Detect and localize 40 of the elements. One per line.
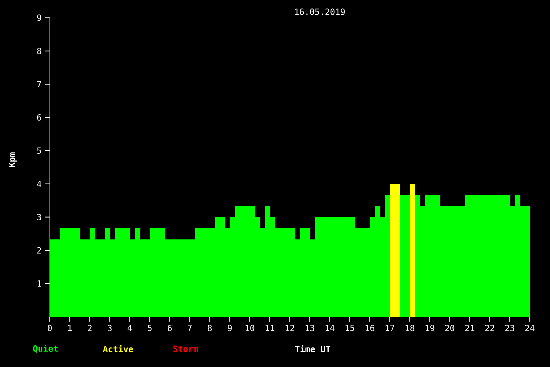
y-axis-title: Kpm bbox=[9, 152, 17, 168]
x-tick-label: 16 bbox=[366, 325, 375, 332]
y-tick-label: 2 bbox=[37, 247, 42, 254]
x-axis-title: Time UT bbox=[295, 345, 331, 353]
y-tick-label: 3 bbox=[37, 214, 42, 221]
text: Quiet bbox=[33, 344, 58, 354]
y-tick-label: 7 bbox=[37, 81, 42, 88]
y-tick-label: 1 bbox=[38, 280, 42, 287]
x-tick-label: 18 bbox=[406, 325, 415, 332]
x-tick-label: 10 bbox=[246, 325, 255, 332]
x-tick-label: 22 bbox=[486, 325, 494, 332]
x-tick-label: 4 bbox=[128, 325, 132, 332]
y-tick-label: 6 bbox=[37, 114, 42, 121]
y-tick-label: 8 bbox=[37, 48, 42, 54]
x-tick-label: 9 bbox=[228, 325, 232, 332]
x-tick-label: 7 bbox=[188, 325, 192, 332]
y-tick-label: 5 bbox=[37, 148, 42, 154]
x-tick-label: 2 bbox=[88, 325, 92, 332]
x-tick-label: 11 bbox=[266, 325, 275, 332]
x-tick-label: 3 bbox=[108, 325, 112, 332]
x-tick-label: 24 bbox=[526, 325, 535, 332]
x-tick-label: 8 bbox=[208, 325, 212, 332]
x-tick-label: 5 bbox=[148, 325, 152, 332]
x-tick-label: 12 bbox=[286, 325, 294, 332]
x-tick-label: 14 bbox=[326, 325, 335, 332]
y-tick-label: 4 bbox=[37, 181, 42, 188]
x-tick-label: 21 bbox=[466, 325, 475, 332]
y-tick-label: 9 bbox=[37, 14, 42, 22]
x-tick-label: 0 bbox=[48, 325, 52, 332]
x-tick-label: 17 bbox=[386, 325, 394, 332]
x-tick-label: 1 bbox=[68, 325, 72, 332]
x-tick-label: 20 bbox=[446, 325, 455, 332]
legend-label: Storm bbox=[174, 346, 198, 352]
x-tick-label: 19 bbox=[426, 325, 435, 332]
chart-title: 16.05.2019 bbox=[295, 8, 346, 16]
x-tick-label: 13 bbox=[306, 325, 314, 332]
x-tick-label: 6 bbox=[168, 325, 172, 332]
text: Active bbox=[103, 345, 134, 353]
x-tick-label: 15 bbox=[346, 325, 354, 332]
x-tick-label: 23 bbox=[506, 325, 514, 332]
